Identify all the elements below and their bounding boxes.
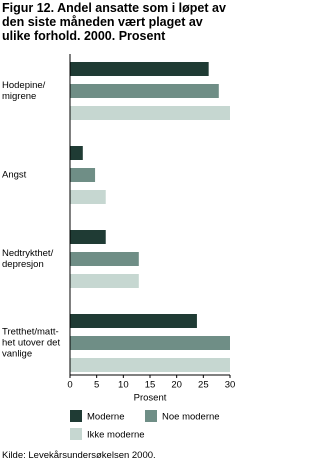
legend-label: Moderne: [87, 412, 125, 423]
bar: [70, 336, 230, 350]
bar: [70, 230, 106, 244]
legend-label: Noe moderne: [162, 412, 220, 423]
bar: [70, 84, 219, 98]
y-tick-label: Tretthet/matt- het utover det vanlige: [2, 326, 61, 360]
legend-swatch: [70, 428, 82, 440]
source-note: Kilde: Levekårsundersøkelsen 2000.: [2, 450, 156, 461]
x-tick-label: 15: [145, 380, 156, 391]
bar: [70, 168, 96, 182]
x-tick-label: 10: [118, 380, 129, 391]
chart-title: Figur 12. Andel ansatte som i løpet av d…: [2, 1, 226, 43]
legend-swatch: [145, 410, 157, 422]
bar: [70, 62, 209, 76]
legend-label: Ikke moderne: [87, 430, 145, 441]
bar: [70, 274, 139, 288]
bar: [70, 190, 106, 204]
y-tick-label: Hodepine/ migrene: [2, 80, 46, 102]
chart: Figur 12. Andel ansatte som i løpet av d…: [2, 1, 236, 461]
x-tick-label: 20: [171, 380, 182, 391]
bar: [70, 314, 197, 328]
bar: [70, 106, 230, 120]
y-tick-label: Nedtrykthet/ depresjon: [2, 248, 54, 270]
plot: 0 5 10 15 20 25 30 Prosent Moderne Noe moderne Ikk…: [67, 54, 236, 441]
bar: [70, 358, 230, 372]
x-tick-label: 5: [94, 380, 99, 391]
legend-swatch: [70, 410, 82, 422]
bar: [70, 146, 83, 160]
y-tick-label: Angst: [2, 169, 27, 181]
x-tick-label: 25: [198, 380, 209, 391]
x-tick-label: 30: [225, 380, 236, 391]
x-axis-label: Prosent: [134, 393, 167, 404]
bar: [70, 252, 139, 266]
x-tick-label: 0: [67, 380, 72, 391]
